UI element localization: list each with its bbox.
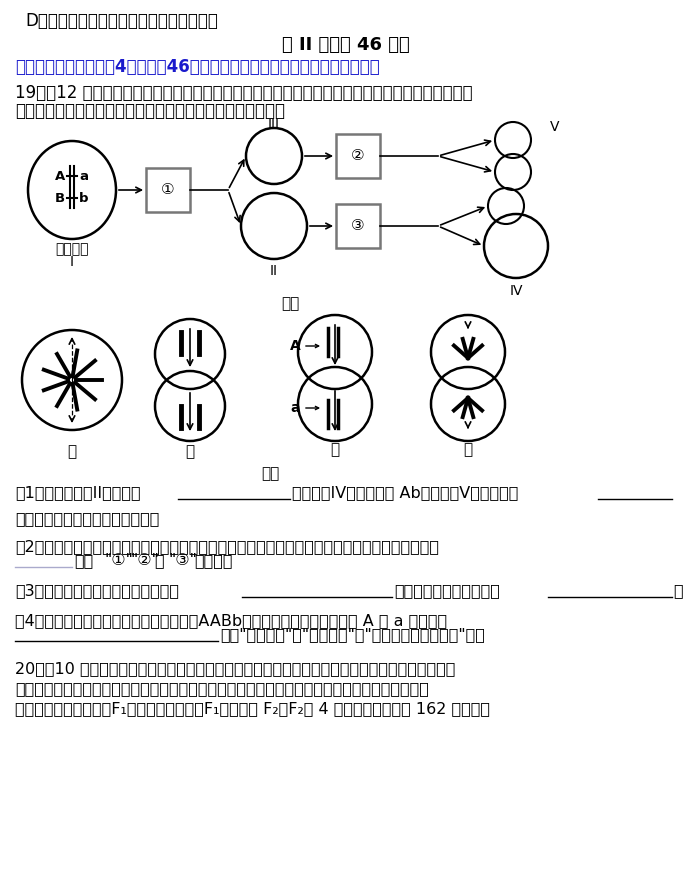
Text: （2）若不考虑基因突变和同源染色体的非姐妹染色单体交叉互换，等位基因的分离发生于图一中的: （2）若不考虑基因突变和同源染色体的非姐妹染色单体交叉互换，等位基因的分离发生于… — [15, 539, 439, 554]
Text: 20．（10 分）某种植物的表型有高茎和矮茎、紫花和白花，其中紫花和白花这对相对性状由两对等: 20．（10 分）某种植物的表型有高茎和矮茎、紫花和白花，其中紫花和白花这对相对… — [15, 661, 455, 676]
Text: D．图乙的变异类型属于染色体片段的缺失: D．图乙的变异类型属于染色体片段的缺失 — [25, 12, 218, 30]
Text: II: II — [270, 264, 278, 278]
Text: 分裂示意图（仅画出部分染色体）。据图分析回答下列问题。: 分裂示意图（仅画出部分染色体）。据图分析回答下列问题。 — [15, 102, 285, 120]
Text: （4）若产生图二中细胞的黄牛的基因型为AABb，则细胞丙中存在等位基因 A 和 a 的原因是: （4）若产生图二中细胞的黄牛的基因型为AABb，则细胞丙中存在等位基因 A 和 … — [15, 613, 447, 628]
Text: 或: 或 — [154, 553, 163, 568]
Text: 丁: 丁 — [464, 442, 473, 457]
Text: I: I — [70, 255, 74, 269]
Text: 第 II 卷（共 46 分）: 第 II 卷（共 46 分） — [282, 36, 410, 54]
Text: "②": "②" — [130, 553, 159, 568]
Text: 丙: 丙 — [331, 442, 340, 457]
Text: III: III — [268, 118, 280, 132]
Text: 的矮茎白花个体杂交，F₁表现为高茎紫花，F₁自交产生 F₂，F₂有 4 种表型：高茎紫花 162 株，高茎: 的矮茎白花个体杂交，F₁表现为高茎紫花，F₁自交产生 F₂，F₂有 4 种表型：… — [15, 701, 490, 716]
Text: A: A — [290, 339, 300, 353]
Text: （填: （填 — [74, 553, 93, 568]
Text: 乙: 乙 — [185, 444, 194, 459]
Text: （1）图一中细胞II的名称是: （1）图一中细胞II的名称是 — [15, 485, 140, 500]
Text: 图一: 图一 — [281, 296, 299, 311]
Text: a: a — [290, 401, 300, 415]
Text: ，称为初级精母细胞的有: ，称为初级精母细胞的有 — [394, 583, 500, 598]
Text: （不考虑基因突变和交叉互换）。: （不考虑基因突变和交叉互换）。 — [15, 511, 159, 526]
Text: "③": "③" — [168, 553, 197, 568]
Text: 卵原细胞: 卵原细胞 — [55, 242, 89, 256]
Text: IV: IV — [509, 284, 522, 298]
Text: ②: ② — [351, 148, 365, 163]
Text: （3）图二中含有同源染色体的细胞有: （3）图二中含有同源染色体的细胞有 — [15, 583, 179, 598]
Text: 19．（12 分）图一表示黄牛卵细胞的形成过程，图二为对黄牛精巢切片进行显微观察后绘制的细胞: 19．（12 分）图一表示黄牛卵细胞的形成过程，图二为对黄牛精巢切片进行显微观察… — [15, 84, 473, 102]
Text: 位基因控制，这两对等位基因中任意一对为隐性纯合则表现为白花。用纯合的高茎白花个体与纯合: 位基因控制，这两对等位基因中任意一对为隐性纯合则表现为白花。用纯合的高茎白花个体… — [15, 681, 429, 696]
Text: ；若细胞IV的基因型是 Ab，则细胞V的基因型是: ；若细胞IV的基因型是 Ab，则细胞V的基因型是 — [292, 485, 518, 500]
Text: "①": "①" — [104, 553, 133, 568]
Text: a: a — [80, 169, 89, 183]
Text: A: A — [55, 169, 65, 183]
Text: 。: 。 — [673, 583, 682, 598]
Text: B: B — [55, 192, 65, 204]
Text: ）过程。: ）过程。 — [194, 553, 233, 568]
Text: 甲: 甲 — [67, 444, 77, 459]
Text: V: V — [550, 120, 560, 134]
Text: ③: ③ — [351, 219, 365, 234]
Text: ①: ① — [161, 183, 175, 197]
Text: 图二: 图二 — [261, 466, 279, 481]
Text: 二、非选择题（本题共4小题，全46分。请将答案写在答题卡相应的位置上。）: 二、非选择题（本题共4小题，全46分。请将答案写在答题卡相应的位置上。） — [15, 58, 380, 76]
Text: （填"基因突变"、"基因重组"、"基因突变或基因重组"）。: （填"基因突变"、"基因重组"、"基因突变或基因重组"）。 — [220, 627, 485, 642]
Text: b: b — [80, 192, 89, 204]
